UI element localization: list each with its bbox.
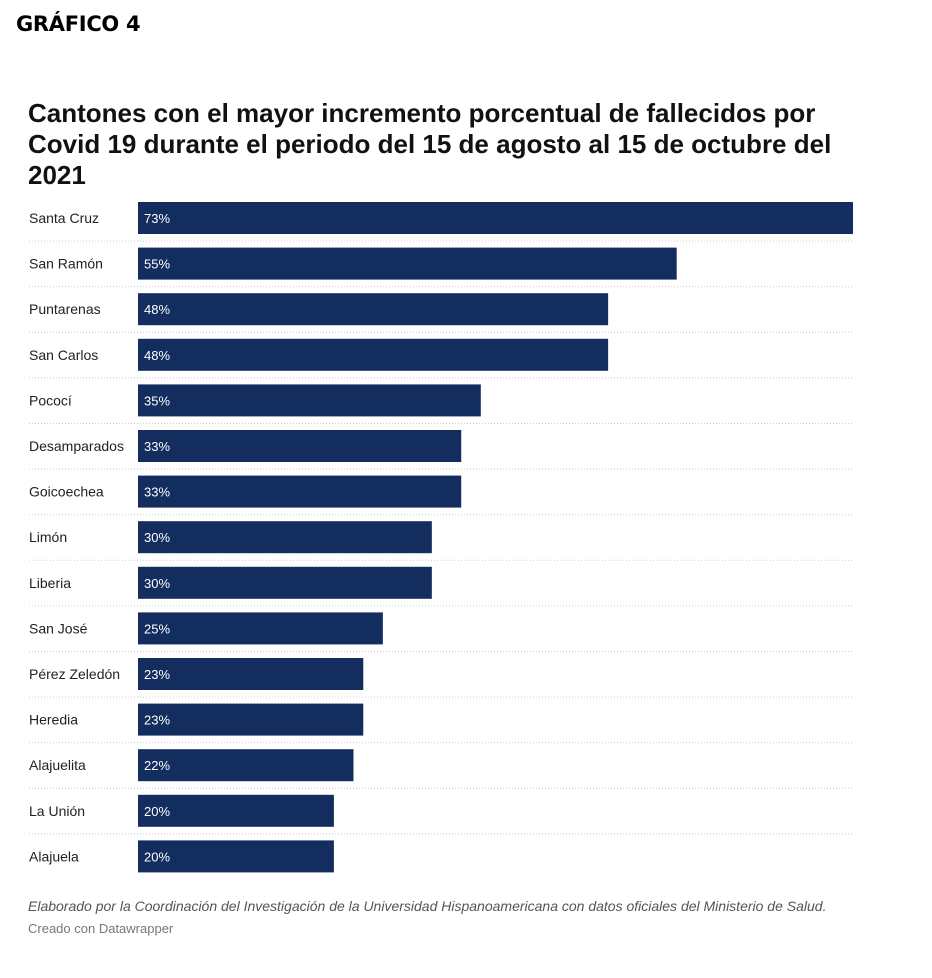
bar-row: Goicoechea 33%	[29, 475, 853, 516]
bar-row: Santa Cruz 73%	[29, 202, 853, 242]
category-label: Goicoechea	[29, 484, 104, 500]
value-label: 25%	[144, 621, 170, 636]
value-label: 22%	[144, 758, 170, 773]
value-label: 23%	[144, 713, 170, 728]
bar-row: Alajuela 20%	[29, 840, 334, 873]
bar	[138, 658, 364, 690]
bar	[138, 840, 334, 873]
datawrapper-credit-link[interactable]: Creado con Datawrapper	[28, 921, 174, 936]
bar-row: Desamparados 33%	[29, 430, 853, 470]
bar-row: Heredia 23%	[29, 703, 853, 744]
bar	[138, 521, 432, 554]
bar-row: Pérez Zeledón 23%	[29, 658, 853, 698]
bar-row: San José 25%	[29, 612, 853, 652]
category-label: San Carlos	[29, 347, 98, 363]
bar-row: San Carlos 48%	[29, 338, 853, 379]
value-label: 48%	[144, 348, 170, 363]
bar-row: La Unión 20%	[29, 794, 853, 835]
category-label: Heredia	[29, 712, 78, 728]
category-label: San José	[29, 620, 88, 636]
value-label: 20%	[144, 804, 170, 819]
bar	[138, 612, 383, 645]
category-label: Pococí	[29, 392, 72, 408]
bar	[138, 794, 334, 827]
bar	[138, 475, 462, 508]
bar-chart: Santa Cruz 73%San Ramón 55%Puntarenas 48%Sa…	[29, 202, 853, 873]
value-label: 20%	[144, 849, 170, 864]
value-label: 30%	[144, 576, 170, 591]
category-label: San Ramón	[29, 256, 103, 272]
chart-title: Cantones con el mayor incremento porcent…	[28, 98, 832, 190]
category-label: Puntarenas	[29, 301, 101, 317]
bar	[138, 566, 432, 599]
bar	[138, 247, 677, 280]
bar-row: Limón 30%	[29, 521, 853, 561]
bar	[138, 384, 481, 417]
value-label: 30%	[144, 530, 170, 545]
category-label: Alajuelita	[29, 757, 86, 773]
source-note: Elaborado por la Coordinación del Invest…	[28, 898, 827, 914]
bar	[138, 338, 609, 371]
bar	[138, 202, 853, 234]
bar-row: Alajuelita 22%	[29, 749, 853, 789]
bar	[138, 430, 462, 462]
bar-row: Liberia 30%	[29, 566, 853, 607]
figure-label: GRÁFICO 4	[16, 12, 141, 36]
category-label: Alajuela	[29, 848, 79, 864]
bar	[138, 703, 364, 736]
value-label: 55%	[144, 257, 170, 272]
bar-row: Pococí 35%	[29, 384, 853, 424]
value-label: 73%	[144, 211, 170, 226]
value-label: 33%	[144, 439, 170, 454]
category-label: Pérez Zeledón	[29, 666, 120, 682]
bar-row: Puntarenas 48%	[29, 293, 853, 333]
bar	[138, 749, 354, 782]
value-label: 33%	[144, 485, 170, 500]
category-label: Santa Cruz	[29, 210, 99, 226]
category-label: Desamparados	[29, 438, 124, 454]
category-label: Limón	[29, 529, 67, 545]
value-label: 48%	[144, 302, 170, 317]
bar	[138, 293, 609, 326]
category-label: Liberia	[29, 575, 71, 591]
category-label: La Unión	[29, 803, 85, 819]
value-label: 23%	[144, 667, 170, 682]
bar-row: San Ramón 55%	[29, 247, 853, 288]
value-label: 35%	[144, 393, 170, 408]
